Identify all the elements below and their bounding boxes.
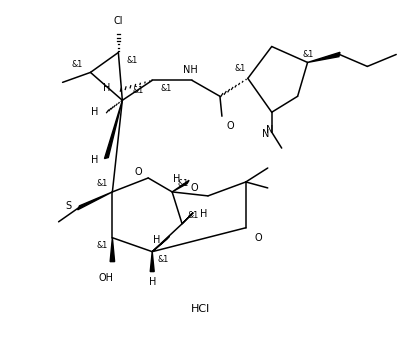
Polygon shape <box>308 52 340 62</box>
Polygon shape <box>182 212 193 224</box>
Text: &1: &1 <box>157 255 169 264</box>
Text: HCl: HCl <box>191 305 210 314</box>
Text: &1: &1 <box>71 60 83 69</box>
Text: &1: &1 <box>126 56 137 65</box>
Text: H: H <box>103 83 110 93</box>
Text: H: H <box>91 155 99 165</box>
Polygon shape <box>152 236 169 252</box>
Text: &1: &1 <box>160 84 171 93</box>
Text: N: N <box>266 125 274 135</box>
Text: &1: &1 <box>96 179 108 189</box>
Text: N: N <box>262 129 270 139</box>
Text: S: S <box>65 201 72 211</box>
Text: &1: &1 <box>187 211 198 220</box>
Text: H: H <box>153 235 160 245</box>
Text: O: O <box>226 121 234 131</box>
Text: Cl: Cl <box>114 16 123 26</box>
Text: &1: &1 <box>177 179 189 189</box>
Text: &1: &1 <box>96 241 108 250</box>
Text: O: O <box>255 233 263 243</box>
Polygon shape <box>78 192 112 210</box>
Polygon shape <box>104 100 122 159</box>
Text: &1: &1 <box>235 64 246 73</box>
Polygon shape <box>150 252 154 271</box>
Text: H: H <box>148 277 156 286</box>
Text: O: O <box>190 183 198 193</box>
Text: H: H <box>200 209 207 219</box>
Text: H: H <box>173 174 180 184</box>
Text: NH: NH <box>183 65 198 75</box>
Text: O: O <box>135 167 142 177</box>
Text: &1: &1 <box>132 86 144 95</box>
Text: OH: OH <box>99 272 114 283</box>
Polygon shape <box>172 180 189 192</box>
Text: &1: &1 <box>303 50 314 59</box>
Polygon shape <box>110 238 115 262</box>
Text: H: H <box>91 107 99 117</box>
